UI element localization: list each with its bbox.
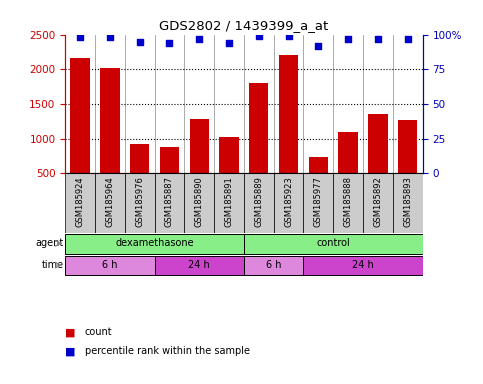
Point: [404, 36, 412, 42]
Point: [76, 34, 84, 40]
Text: GSM185889: GSM185889: [255, 176, 263, 227]
Bar: [185, 173, 214, 233]
Bar: [219, 137, 239, 208]
Bar: [95, 173, 125, 233]
Point: [314, 43, 322, 49]
Bar: [65, 173, 95, 233]
Point: [166, 40, 173, 46]
Text: 6 h: 6 h: [266, 260, 282, 270]
Bar: [244, 256, 303, 275]
Point: [106, 34, 114, 40]
Bar: [160, 147, 179, 208]
Text: GSM185964: GSM185964: [105, 176, 114, 227]
Bar: [333, 173, 363, 233]
Title: GDS2802 / 1439399_a_at: GDS2802 / 1439399_a_at: [159, 19, 328, 32]
Text: control: control: [316, 238, 350, 248]
Text: GSM185893: GSM185893: [403, 176, 412, 227]
Point: [136, 38, 143, 45]
Bar: [398, 120, 417, 208]
Bar: [214, 173, 244, 233]
Bar: [279, 55, 298, 208]
Bar: [274, 173, 303, 233]
Text: count: count: [85, 327, 112, 337]
Text: GSM185888: GSM185888: [344, 176, 353, 227]
Text: GSM185887: GSM185887: [165, 176, 174, 227]
Bar: [339, 132, 358, 208]
Bar: [71, 58, 90, 208]
Bar: [309, 157, 328, 208]
Bar: [100, 68, 120, 208]
Point: [374, 36, 382, 42]
Bar: [363, 173, 393, 233]
Bar: [244, 173, 274, 233]
Bar: [189, 119, 209, 208]
Text: GSM185924: GSM185924: [76, 176, 85, 227]
Text: 24 h: 24 h: [352, 260, 374, 270]
Text: dexamethasone: dexamethasone: [115, 238, 194, 248]
Text: GSM185976: GSM185976: [135, 176, 144, 227]
Bar: [393, 173, 423, 233]
Point: [285, 33, 293, 39]
Point: [195, 36, 203, 42]
Bar: [155, 256, 244, 275]
Text: GSM185977: GSM185977: [314, 176, 323, 227]
Bar: [244, 234, 423, 253]
Text: time: time: [42, 260, 64, 270]
Text: 24 h: 24 h: [188, 260, 210, 270]
Text: percentile rank within the sample: percentile rank within the sample: [85, 346, 250, 356]
Text: ■: ■: [65, 327, 76, 337]
Text: GSM185890: GSM185890: [195, 176, 204, 227]
Bar: [65, 256, 155, 275]
Text: GSM185923: GSM185923: [284, 176, 293, 227]
Bar: [130, 144, 149, 208]
Point: [225, 40, 233, 46]
Text: GSM185891: GSM185891: [225, 176, 233, 227]
Bar: [249, 83, 269, 208]
Bar: [303, 173, 333, 233]
Bar: [155, 173, 185, 233]
Text: 6 h: 6 h: [102, 260, 118, 270]
Bar: [303, 256, 423, 275]
Text: ■: ■: [65, 346, 76, 356]
Point: [255, 33, 263, 39]
Bar: [125, 173, 155, 233]
Bar: [368, 114, 388, 208]
Bar: [65, 234, 244, 253]
Text: GSM185892: GSM185892: [373, 176, 383, 227]
Text: agent: agent: [35, 238, 64, 248]
Point: [344, 36, 352, 42]
